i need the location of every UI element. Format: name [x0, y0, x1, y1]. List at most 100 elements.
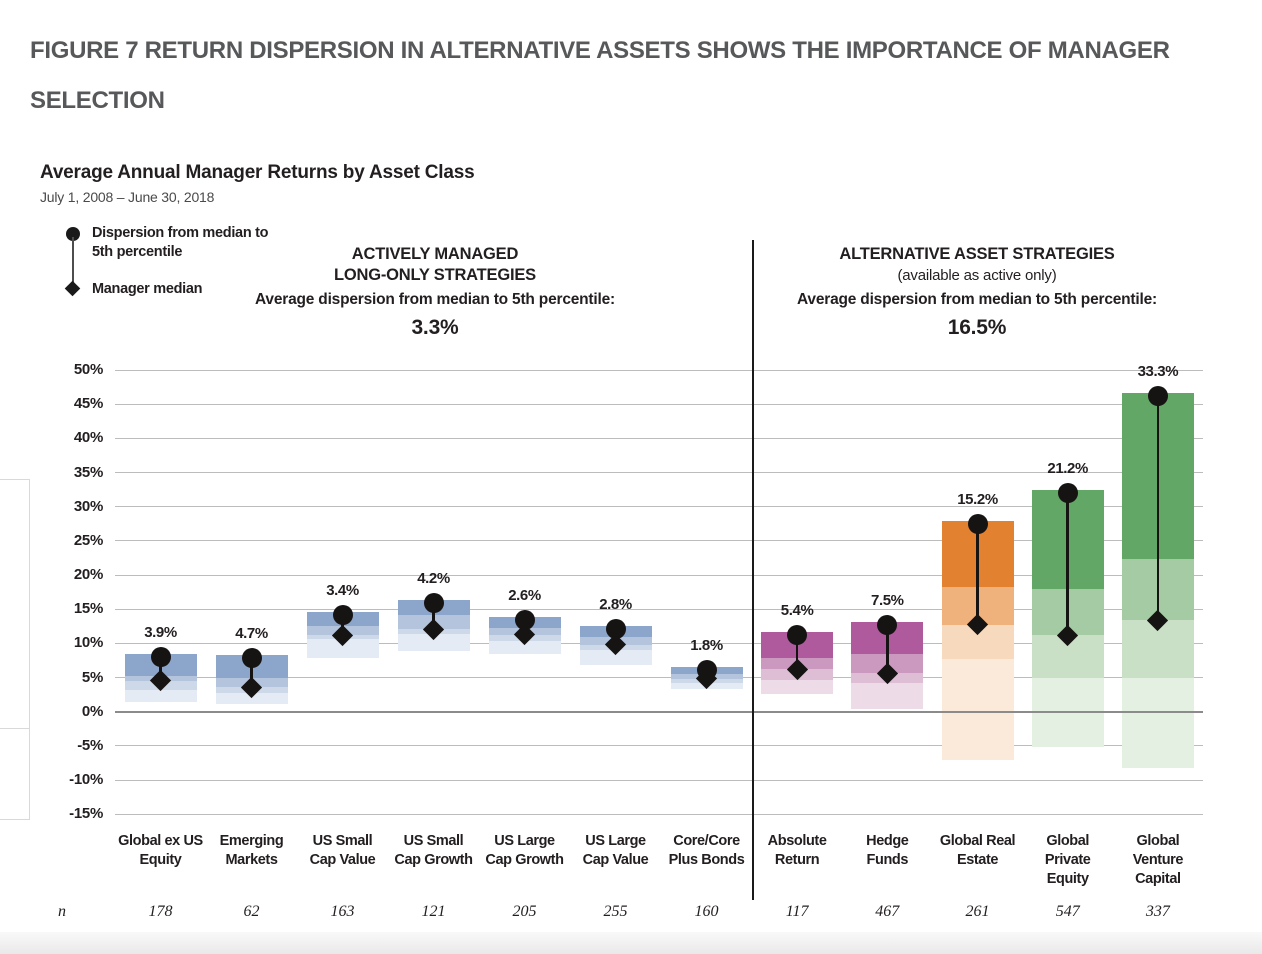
- bar-band: [851, 683, 924, 709]
- n-value: 261: [965, 903, 990, 920]
- p5-circle-marker: [877, 615, 898, 636]
- section-header-long-only: ACTIVELY MANAGED LONG-ONLY STRATEGIES Av…: [190, 244, 680, 340]
- dispersion-value-label: 2.6%: [508, 586, 541, 604]
- section-title-line: LONG-ONLY STRATEGIES: [334, 266, 536, 284]
- gridline: [115, 506, 1203, 508]
- y-axis-tick-label: 45%: [73, 395, 103, 413]
- section-avg-value: 16.5%: [947, 316, 1007, 339]
- legend-circle-icon: [66, 227, 80, 241]
- y-axis-tick-label: 5%: [81, 668, 103, 686]
- category-label: Global Private Equity: [1044, 833, 1091, 887]
- category-label: Hedge Funds: [866, 833, 909, 868]
- left-edge-panel: [0, 728, 30, 820]
- gridline: [115, 437, 1203, 439]
- bar-band: [761, 679, 834, 694]
- p5-circle-marker: [150, 647, 171, 668]
- category-label: Absolute Return: [767, 833, 827, 868]
- dispersion-value-label: 33.3%: [1137, 362, 1179, 380]
- n-value: 467: [875, 903, 900, 920]
- legend-dispersion-label: Dispersion from median to 5th percentile: [92, 225, 269, 260]
- y-axis-tick-label: 15%: [73, 600, 103, 618]
- section-avg-value: 3.3%: [411, 316, 459, 339]
- n-value: 205: [512, 903, 537, 920]
- legend-median-label: Manager median: [92, 281, 203, 297]
- section-title-line: ACTIVELY MANAGED: [351, 245, 519, 263]
- category-label: Global Venture Capital: [1132, 833, 1184, 887]
- gridline: [115, 745, 1203, 747]
- left-edge-panel: [0, 479, 30, 730]
- gridline: [115, 813, 1203, 815]
- y-axis-tick-label: -15%: [69, 805, 103, 823]
- gridline: [115, 472, 1203, 474]
- n-value: 121: [421, 903, 446, 920]
- section-title-line: ALTERNATIVE ASSET STRATEGIES: [839, 245, 1115, 263]
- y-axis-tick-label: 40%: [73, 429, 103, 447]
- n-value: 255: [603, 903, 628, 920]
- bottom-strip: [0, 932, 1262, 954]
- dispersion-value-label: 7.5%: [871, 592, 904, 610]
- zero-axis-line: [115, 710, 1203, 713]
- dispersion-value-label: 3.4%: [326, 581, 359, 599]
- dispersion-value-label: 4.2%: [417, 570, 450, 588]
- dispersion-value-label: 5.4%: [780, 602, 814, 620]
- section-avg-caption: Average dispersion from median to 5th pe…: [255, 291, 615, 308]
- dispersion-value-label: 4.7%: [235, 625, 268, 643]
- category-label: Emerging Markets: [219, 833, 284, 868]
- bar-band: [306, 639, 379, 658]
- n-value: 178: [148, 903, 173, 920]
- y-axis-tick-label: 20%: [73, 566, 103, 584]
- y-axis-tick-label: 30%: [73, 497, 103, 515]
- n-value: 337: [1145, 903, 1170, 920]
- n-value: 547: [1055, 903, 1080, 920]
- n-value: 163: [330, 903, 355, 920]
- dispersion-value-label: 2.8%: [599, 595, 632, 613]
- section-divider-line: [752, 240, 754, 900]
- gridline: [115, 540, 1203, 542]
- y-axis-tick-label: 0%: [81, 702, 103, 720]
- n-row-label: n: [58, 903, 66, 920]
- figure-title: FIGURE 7 RETURN DISPERSION IN ALTERNATIV…: [30, 37, 1170, 114]
- dispersion-connector-line: [886, 625, 889, 674]
- dispersion-value-label: 15.2%: [957, 491, 998, 509]
- dispersion-connector-line: [976, 524, 979, 625]
- p5-circle-marker: [605, 618, 626, 639]
- legend-connector-line: [72, 237, 74, 289]
- category-label: US Large Cap Value: [582, 833, 649, 868]
- gridline: [115, 779, 1203, 781]
- p5-circle-marker: [967, 514, 988, 535]
- bar-band: [124, 689, 197, 703]
- n-value: 62: [243, 903, 260, 920]
- chart-title: Average Annual Manager Returns by Asset …: [40, 162, 475, 183]
- category-label: Global Real Estate: [939, 833, 1016, 868]
- gridline: [115, 369, 1203, 371]
- category-label: Core/Core Plus Bonds: [668, 833, 745, 868]
- p5-circle-marker: [1057, 483, 1078, 504]
- section-avg-caption: Average dispersion from median to 5th pe…: [797, 291, 1157, 308]
- p5-circle-marker: [241, 648, 262, 669]
- bar-band: [397, 633, 470, 651]
- category-label: Global ex US Equity: [118, 833, 203, 868]
- dispersion-value-label: 21.2%: [1047, 460, 1088, 478]
- p5-circle-marker: [1147, 385, 1168, 406]
- y-axis-tick-label: 10%: [73, 634, 103, 652]
- dispersion-connector-line: [432, 603, 435, 630]
- bar-band: [1121, 677, 1194, 768]
- bar-band: [488, 640, 561, 655]
- y-axis-tick-label: -10%: [69, 771, 103, 789]
- n-value: 117: [785, 903, 809, 920]
- p5-circle-marker: [787, 625, 808, 646]
- p5-circle-marker: [514, 609, 535, 630]
- y-axis-tick-label: -5%: [77, 736, 103, 754]
- section-header-alternative: ALTERNATIVE ASSET STRATEGIES (available …: [762, 244, 1192, 340]
- chart-subtitle: July 1, 2008 – June 30, 2018: [40, 189, 215, 205]
- dispersion-value-label: 3.9%: [144, 624, 177, 642]
- section-subtitle: (available as active only): [897, 267, 1057, 284]
- p5-circle-marker: [423, 593, 444, 614]
- n-value: 160: [694, 903, 719, 920]
- bar-band: [579, 650, 652, 665]
- category-label: US Small Cap Growth: [394, 833, 473, 868]
- p5-circle-marker: [332, 604, 353, 625]
- dispersion-connector-line: [159, 657, 162, 681]
- bar-band: [215, 693, 288, 704]
